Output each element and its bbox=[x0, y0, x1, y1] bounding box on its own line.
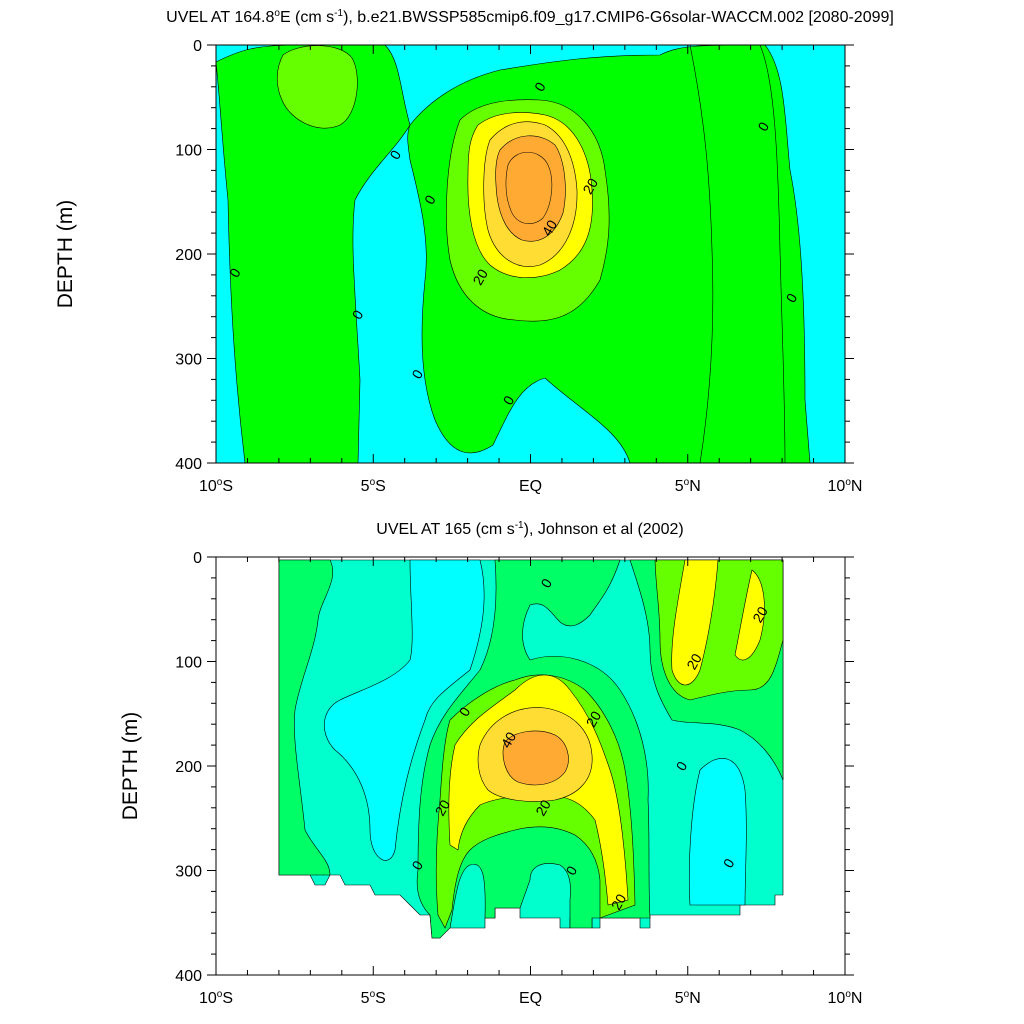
field-blob-west-5to10 bbox=[276, 45, 358, 129]
panel-model: UVEL AT 164.8oE (cm s-1), b.e21.BWSSP585… bbox=[54, 8, 894, 495]
x-tick-label: EQ bbox=[519, 990, 542, 1007]
y-tick-label: 0 bbox=[193, 550, 202, 567]
field-band-west-0to5 bbox=[216, 45, 411, 463]
panel-model-ylabel: DEPTH (m) bbox=[54, 200, 77, 309]
field-obs-east-20b bbox=[734, 569, 765, 661]
panel-obs-title: UVEL AT 165 (cm s-1), Johnson et al (200… bbox=[376, 520, 683, 538]
x-tick-label: 5oS bbox=[361, 989, 386, 1007]
field-east-band-5to10 bbox=[689, 45, 786, 463]
panel-obs-ylabel: DEPTH (m) bbox=[119, 712, 142, 821]
x-tick-label: 5oN bbox=[675, 477, 701, 495]
x-tick-label: 10oN bbox=[828, 477, 863, 495]
contour-label: 20 bbox=[608, 891, 630, 913]
x-tick-label: 5oS bbox=[361, 477, 386, 495]
x-tick-label: EQ bbox=[519, 478, 542, 495]
panel-obs-field bbox=[216, 557, 845, 975]
panel-model-axes: 10oS 5oS EQ 5oN 10oN 0 100 200 300 400 bbox=[175, 38, 862, 495]
x-tick-label: 10oS bbox=[199, 477, 233, 495]
y-tick-label: 400 bbox=[175, 968, 202, 985]
field-obs-east-neg bbox=[689, 758, 747, 906]
panel-obs: UVEL AT 165 (cm s-1), Johnson et al (200… bbox=[119, 520, 862, 1007]
y-tick-label: 200 bbox=[175, 247, 202, 264]
contour-label: 20 bbox=[469, 266, 491, 288]
contour-label: 20 bbox=[749, 604, 771, 626]
x-tick-label: 10oS bbox=[199, 989, 233, 1007]
y-tick-label: 0 bbox=[193, 38, 202, 55]
y-tick-label: 100 bbox=[175, 655, 202, 672]
panel-model-field bbox=[216, 45, 845, 463]
y-tick-label: 400 bbox=[175, 456, 202, 473]
contour-label: 20 bbox=[579, 175, 601, 197]
x-tick-label: 5oN bbox=[675, 989, 701, 1007]
contour-label: 20 bbox=[532, 797, 554, 819]
y-tick-label: 200 bbox=[175, 759, 202, 776]
contour-label: 20 bbox=[432, 797, 454, 819]
field-core-over-40 bbox=[505, 151, 553, 225]
contour-label: 20 bbox=[683, 651, 705, 673]
contour-label: 40 bbox=[539, 217, 561, 239]
y-tick-label: 100 bbox=[175, 143, 202, 160]
y-tick-label: 300 bbox=[175, 352, 202, 369]
field-obs-core-40 bbox=[502, 730, 569, 786]
x-tick-label: 10oN bbox=[828, 989, 863, 1007]
panel-obs-axes: 10oS 5oS EQ 5oN 10oN 0 100 200 300 400 bbox=[175, 550, 862, 1007]
y-tick-label: 300 bbox=[175, 864, 202, 881]
field-obs-west-5 bbox=[278, 559, 334, 876]
field-obs-west-neg bbox=[324, 559, 485, 861]
contour-label: 20 bbox=[583, 708, 605, 730]
field-obs-east-20 bbox=[671, 559, 719, 686]
panel-model-title: UVEL AT 164.8oE (cm s-1), b.e21.BWSSP585… bbox=[166, 8, 894, 26]
contour-label: 40 bbox=[498, 729, 520, 751]
